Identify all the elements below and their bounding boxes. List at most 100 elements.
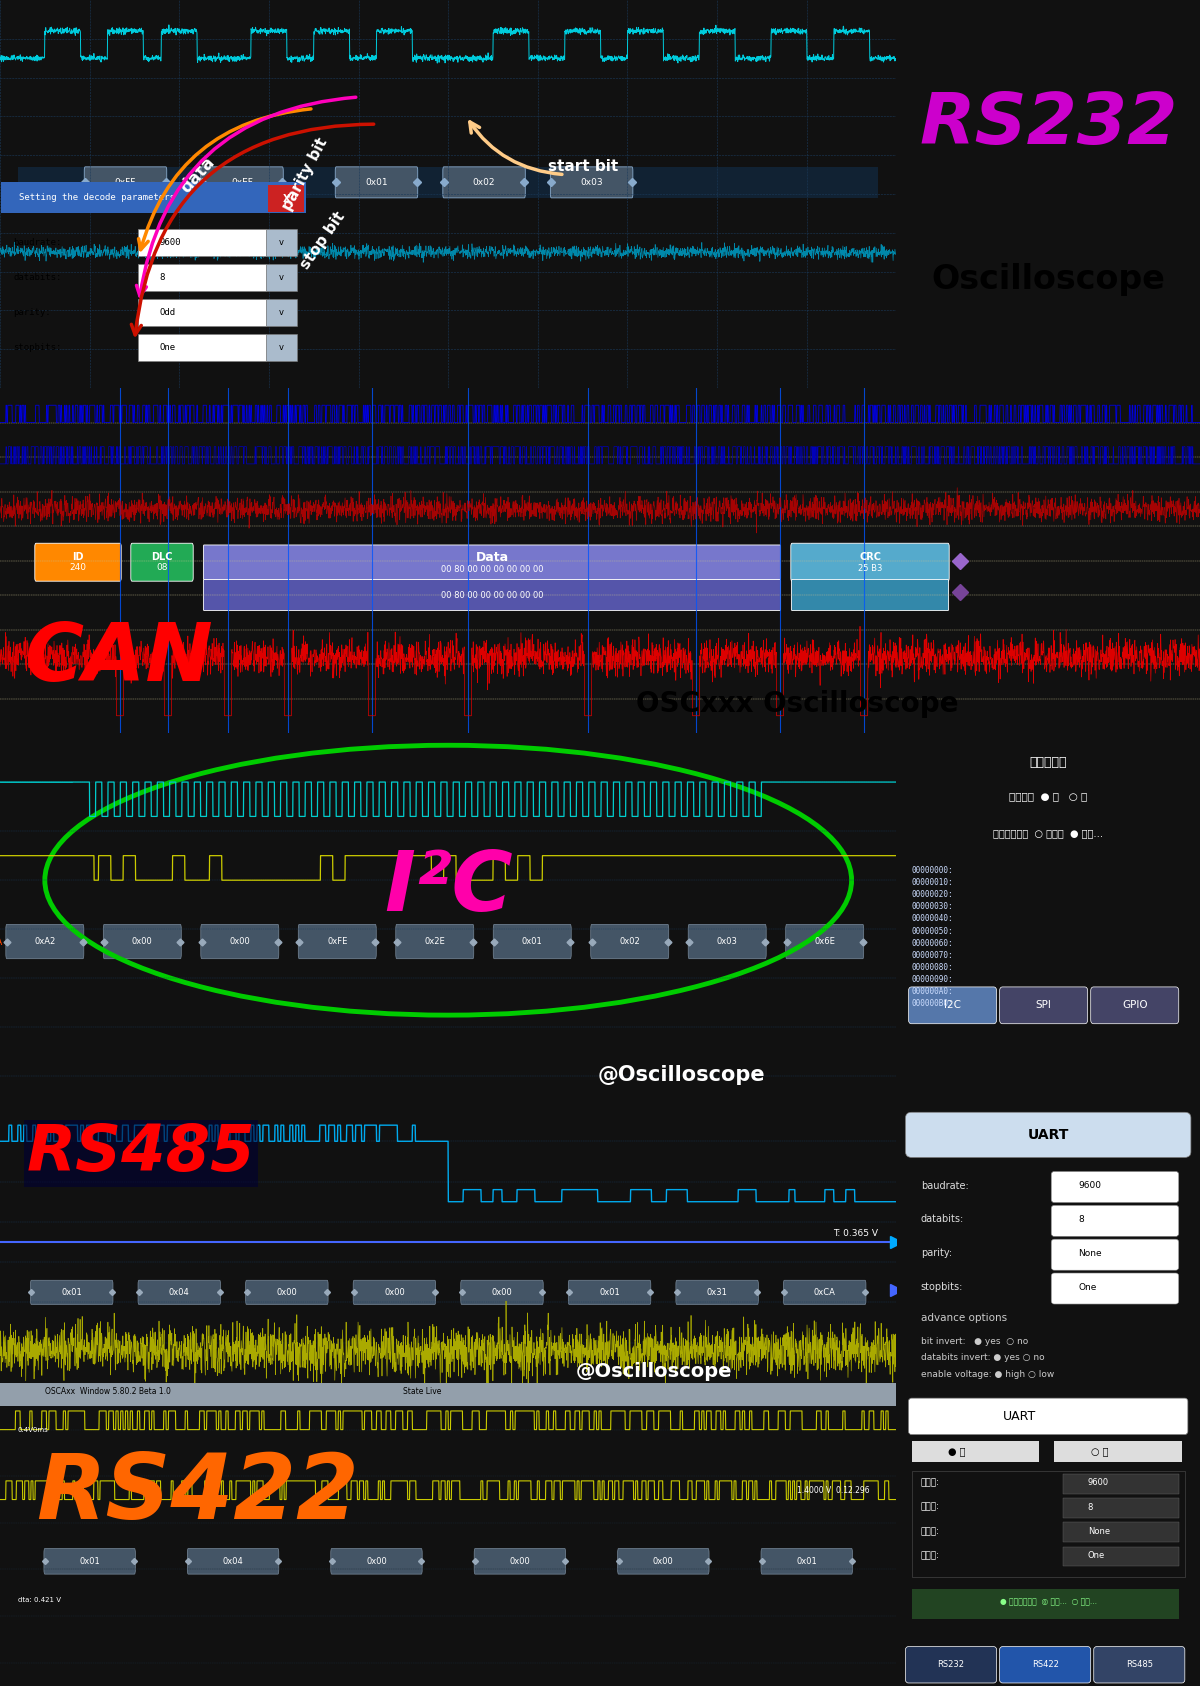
Text: stopbits:: stopbits: bbox=[13, 342, 61, 352]
Text: 9600: 9600 bbox=[1079, 1182, 1102, 1190]
FancyBboxPatch shape bbox=[200, 167, 283, 197]
Text: @Oscilloscope: @Oscilloscope bbox=[598, 1066, 766, 1086]
Text: 0xEF: 0xEF bbox=[232, 177, 253, 187]
Text: 0x31: 0x31 bbox=[707, 1288, 727, 1297]
Text: 0xFE: 0xFE bbox=[328, 937, 348, 946]
FancyBboxPatch shape bbox=[443, 167, 526, 197]
Text: CAN: CAN bbox=[24, 620, 212, 698]
FancyBboxPatch shape bbox=[103, 924, 181, 959]
Text: Setting the decode parameters: Setting the decode parameters bbox=[19, 194, 175, 202]
Text: 0x04: 0x04 bbox=[223, 1556, 244, 1566]
Bar bbox=[912, 1588, 1178, 1619]
Text: 0x00: 0x00 bbox=[132, 937, 152, 946]
Text: 0xCA: 0xCA bbox=[814, 1288, 835, 1297]
Text: 0x00: 0x00 bbox=[384, 1288, 404, 1297]
Text: 000000A0:: 000000A0: bbox=[912, 988, 953, 996]
FancyBboxPatch shape bbox=[1051, 1239, 1178, 1270]
FancyBboxPatch shape bbox=[908, 1398, 1188, 1435]
Text: v: v bbox=[280, 273, 284, 282]
Text: OSCxxx Oscilloscope: OSCxxx Oscilloscope bbox=[636, 690, 959, 718]
Bar bbox=[912, 1470, 1184, 1576]
Text: 00000040:: 00000040: bbox=[912, 914, 953, 924]
Bar bbox=[1, 182, 306, 214]
Text: databits invert: ● yes ○ no: databits invert: ● yes ○ no bbox=[920, 1354, 1044, 1362]
Text: 1.4000 V  0.12.296: 1.4000 V 0.12.296 bbox=[797, 1485, 870, 1495]
FancyBboxPatch shape bbox=[6, 924, 84, 959]
Text: 0x01: 0x01 bbox=[797, 1556, 817, 1566]
FancyBboxPatch shape bbox=[1000, 986, 1087, 1023]
Text: 0x04: 0x04 bbox=[169, 1288, 190, 1297]
Text: 00000010:: 00000010: bbox=[912, 878, 953, 887]
FancyBboxPatch shape bbox=[761, 1548, 852, 1575]
Text: 0x2E: 0x2E bbox=[425, 937, 445, 946]
Text: CRC: CRC bbox=[859, 551, 881, 561]
Text: 08: 08 bbox=[156, 563, 168, 572]
Text: I²C: I²C bbox=[384, 846, 512, 927]
Text: UART: UART bbox=[1027, 1128, 1069, 1141]
FancyBboxPatch shape bbox=[906, 1113, 1190, 1157]
Bar bbox=[1063, 1474, 1178, 1494]
Bar bbox=[1063, 1499, 1178, 1517]
Text: 240: 240 bbox=[70, 563, 86, 572]
FancyBboxPatch shape bbox=[786, 924, 864, 959]
Text: enable voltage: ● high ○ low: enable voltage: ● high ○ low bbox=[920, 1371, 1054, 1379]
FancyBboxPatch shape bbox=[569, 1280, 650, 1305]
Text: baudrate:: baudrate: bbox=[13, 238, 61, 248]
Text: I2C: I2C bbox=[944, 1000, 961, 1010]
FancyBboxPatch shape bbox=[474, 1548, 565, 1575]
FancyBboxPatch shape bbox=[551, 167, 632, 197]
Text: ○ 关: ○ 关 bbox=[1091, 1447, 1109, 1457]
FancyBboxPatch shape bbox=[203, 580, 780, 610]
Text: 8: 8 bbox=[1079, 1216, 1085, 1224]
FancyBboxPatch shape bbox=[331, 1548, 422, 1575]
Text: 0x00: 0x00 bbox=[366, 1556, 386, 1566]
Text: 00000000:: 00000000: bbox=[912, 867, 953, 875]
Text: 9600: 9600 bbox=[160, 238, 181, 248]
Text: parity:: parity: bbox=[920, 1248, 952, 1258]
Text: parity bit: parity bit bbox=[280, 137, 330, 214]
FancyBboxPatch shape bbox=[1093, 1647, 1184, 1683]
FancyBboxPatch shape bbox=[84, 167, 167, 197]
Text: SPI: SPI bbox=[1036, 1000, 1051, 1010]
Text: 0x02: 0x02 bbox=[619, 937, 640, 946]
Text: RS485: RS485 bbox=[1126, 1661, 1153, 1669]
FancyBboxPatch shape bbox=[784, 1280, 866, 1305]
FancyBboxPatch shape bbox=[618, 1548, 709, 1575]
Text: databits:: databits: bbox=[920, 1214, 964, 1224]
Text: 00000030:: 00000030: bbox=[912, 902, 953, 910]
FancyBboxPatch shape bbox=[396, 924, 474, 959]
Text: OSCAxx  Window 5.80.2 Beta 1.0: OSCAxx Window 5.80.2 Beta 1.0 bbox=[44, 1388, 170, 1396]
Text: 0x01: 0x01 bbox=[599, 1288, 620, 1297]
Bar bbox=[18, 167, 878, 197]
Bar bbox=[138, 298, 266, 325]
Text: 0x03: 0x03 bbox=[581, 177, 602, 187]
Text: GPIO: GPIO bbox=[1122, 1000, 1147, 1010]
Text: parity:: parity: bbox=[13, 309, 52, 317]
Text: None: None bbox=[1079, 1249, 1102, 1258]
Text: 0xA2: 0xA2 bbox=[34, 937, 55, 946]
Text: One: One bbox=[1079, 1283, 1097, 1291]
Text: ● 开: ● 开 bbox=[948, 1447, 966, 1457]
Text: advance options: advance options bbox=[920, 1313, 1007, 1324]
Text: One: One bbox=[1087, 1551, 1105, 1560]
FancyBboxPatch shape bbox=[791, 543, 949, 582]
Text: 0x03: 0x03 bbox=[716, 937, 738, 946]
Text: 校验位:: 校验位: bbox=[920, 1528, 940, 1536]
Text: 0x00: 0x00 bbox=[653, 1556, 673, 1566]
FancyBboxPatch shape bbox=[1091, 986, 1178, 1023]
FancyBboxPatch shape bbox=[792, 580, 948, 610]
Text: 000000B0:: 000000B0: bbox=[912, 1000, 953, 1008]
Text: 发送时的位序  ○ 从低位  ● 从高…: 发送时的位序 ○ 从低位 ● 从高… bbox=[994, 828, 1103, 838]
Text: 00000080:: 00000080: bbox=[912, 963, 953, 973]
Bar bbox=[266, 263, 296, 292]
FancyBboxPatch shape bbox=[1051, 1205, 1178, 1236]
Text: 00000070:: 00000070: bbox=[912, 951, 953, 959]
Bar bbox=[1063, 1546, 1178, 1566]
Bar bbox=[1063, 1522, 1178, 1543]
Text: ID: ID bbox=[72, 551, 84, 561]
Text: 0x00: 0x00 bbox=[276, 1288, 298, 1297]
Text: 00000050:: 00000050: bbox=[912, 927, 953, 936]
Bar bbox=[138, 263, 266, 292]
Text: 停止位:: 停止位: bbox=[920, 1551, 940, 1560]
Text: v: v bbox=[280, 342, 284, 352]
